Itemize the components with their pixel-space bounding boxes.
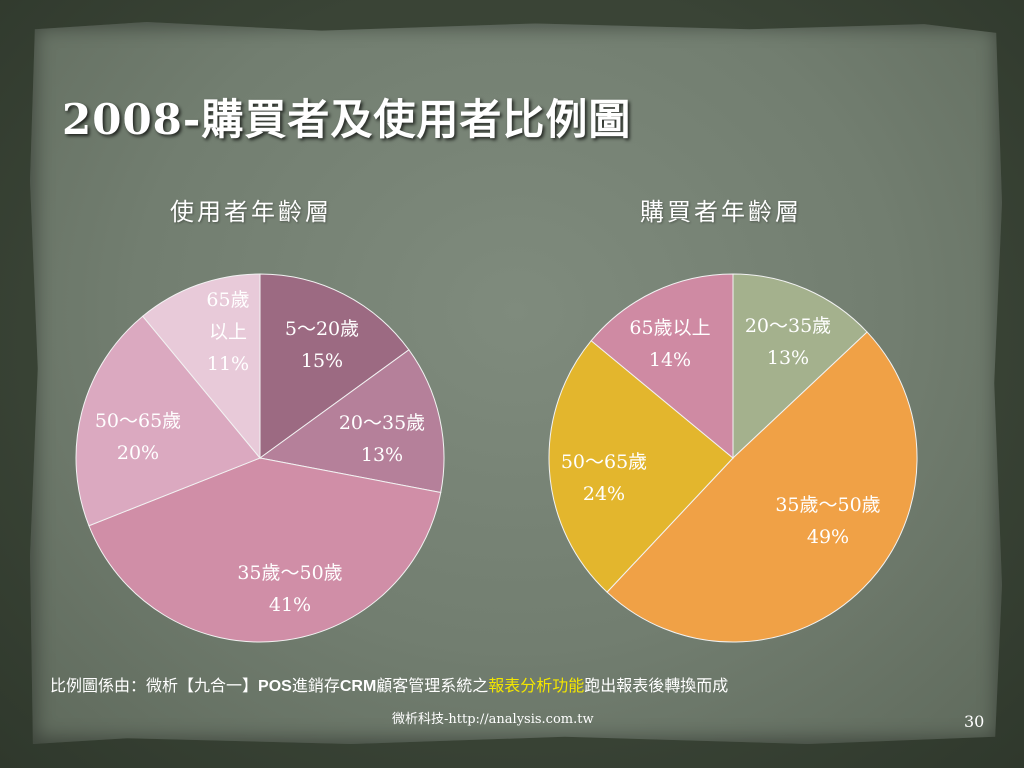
pie-slice: [142, 273, 261, 460]
slide-title: 2008-購買者及使用者比例圖: [62, 95, 632, 144]
pie-slice: [590, 273, 734, 460]
page-number: 30: [964, 712, 985, 731]
pie-slice-label: 35歲～50歲 41%: [237, 562, 342, 616]
pie-slice-label: 5～20歲 15%: [285, 318, 359, 372]
pie-slice-label: 65歲以上 14%: [629, 317, 710, 371]
source-note-mid2: 顧客管理系統之: [376, 678, 489, 695]
pie-slice: [732, 273, 868, 460]
source-note-crm: CRM: [339, 678, 377, 695]
source-note-prefix: 比例圖係由：微析【九合一】: [50, 678, 259, 695]
footer-link-text: 微析科技-http://analysis.com.tw: [392, 712, 594, 727]
pie-slice-label: 20～35歲 13%: [745, 315, 831, 369]
pie-slice: [258, 349, 445, 494]
pie-slice: [548, 340, 734, 593]
source-note: 比例圖係由：微析【九合一】POS進銷存CRM顧客管理系統之報表分析功能跑出報表後…: [50, 672, 728, 696]
pie-slice: [606, 331, 918, 643]
pie-slice-label: 20～35歲 13%: [339, 412, 425, 466]
pie-slice-label: 50～65歲 20%: [95, 410, 181, 464]
pie-chart-buyers: 20～35歲 13% 35歲～50歲 49% 50～65歲 24% 65歲以上 14%: [548, 273, 918, 643]
pie-slice: [259, 273, 410, 459]
chart-title-buyers: 購買者年齡層: [640, 198, 802, 226]
source-note-suffix: 跑出報表後轉換而成: [584, 678, 729, 695]
source-note-pos: POS: [258, 678, 292, 695]
source-note-mid1: 進銷存: [291, 678, 340, 695]
pie-slice: [88, 457, 442, 643]
chart-title-users: 使用者年齡層: [170, 198, 332, 226]
pie-slice-label: 35歲～50歲 49%: [775, 494, 880, 548]
pie-slice-label: 65歲以上 11%: [206, 289, 249, 375]
pie-slice-label: 50～65歲 24%: [561, 451, 647, 505]
source-note-highlight: 報表分析功能: [488, 678, 585, 695]
pie-slice: [75, 315, 261, 527]
pie-chart-users: 5～20歲 15% 20～35歲 13% 35歲～50歲 41% 50～65歲 20% 65歲以…: [75, 273, 445, 643]
